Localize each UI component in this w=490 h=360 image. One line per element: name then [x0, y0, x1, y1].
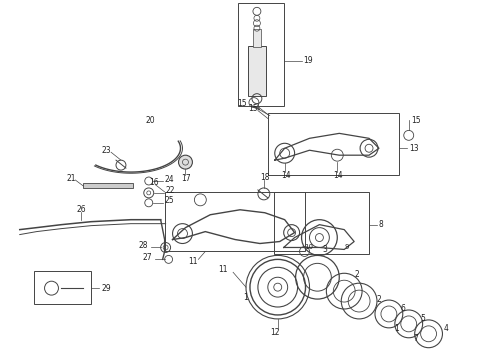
Text: 3: 3: [322, 245, 327, 254]
Text: 14: 14: [333, 171, 343, 180]
Text: 7: 7: [414, 334, 418, 343]
Circle shape: [178, 155, 193, 169]
Text: 2: 2: [377, 294, 382, 303]
Text: 26: 26: [76, 205, 86, 214]
Text: 5: 5: [420, 314, 425, 323]
Text: 1: 1: [394, 324, 398, 333]
Text: 11: 11: [218, 265, 228, 274]
Bar: [253, 29, 261, 47]
Text: 24: 24: [165, 175, 174, 184]
Text: 28: 28: [139, 241, 148, 250]
Bar: [238, 3, 284, 105]
Bar: [268, 113, 399, 175]
Text: 19: 19: [303, 57, 313, 66]
Text: 27: 27: [143, 253, 152, 262]
Text: 17: 17: [181, 174, 191, 183]
Text: 15: 15: [248, 104, 258, 113]
Bar: [165, 192, 305, 251]
Bar: [274, 192, 369, 255]
Text: 12: 12: [270, 328, 279, 337]
Text: 18: 18: [260, 172, 270, 181]
Text: 10: 10: [305, 244, 314, 251]
Text: 21: 21: [66, 174, 76, 183]
Bar: [83, 183, 133, 188]
Bar: [34, 271, 91, 304]
Text: 1: 1: [243, 293, 248, 302]
Text: 11: 11: [189, 257, 198, 266]
Text: 13: 13: [409, 144, 418, 153]
Text: 14: 14: [281, 171, 291, 180]
Text: 16: 16: [149, 179, 158, 188]
Text: 23: 23: [101, 146, 111, 155]
Text: 29: 29: [101, 284, 111, 293]
Text: 8: 8: [379, 220, 384, 229]
Text: 2: 2: [354, 270, 359, 279]
Text: 15: 15: [411, 116, 420, 125]
Text: 4: 4: [443, 324, 448, 333]
Text: 9: 9: [344, 244, 349, 251]
Text: 6: 6: [401, 305, 406, 314]
Text: 22: 22: [166, 186, 175, 195]
Text: 25: 25: [165, 196, 174, 205]
Text: 20: 20: [146, 116, 155, 125]
Text: 15: 15: [237, 99, 247, 108]
Bar: [248, 46, 266, 96]
